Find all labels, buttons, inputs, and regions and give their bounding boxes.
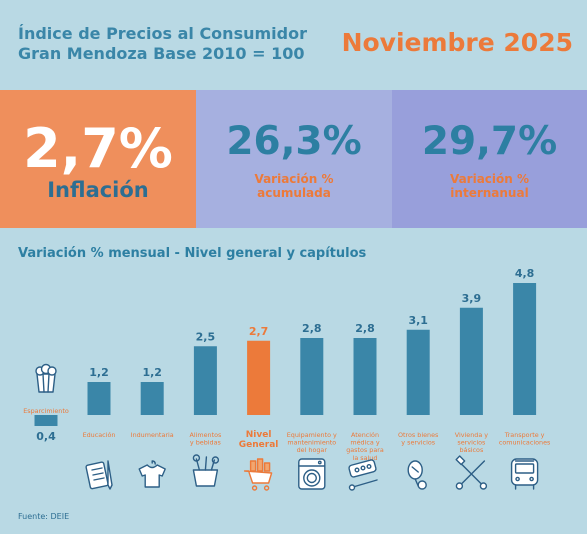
page-title: Índice de Precios al Consumidor Gran Men… bbox=[18, 24, 307, 64]
category-label-line: Nivel bbox=[246, 430, 272, 440]
kpi-inflation-label: Inflación bbox=[47, 178, 149, 202]
bar bbox=[87, 382, 111, 415]
kpi-inflation: 2,7% Inflación bbox=[0, 90, 196, 228]
period-label: Noviembre 2025 bbox=[341, 28, 573, 57]
category-label: Equipamiento y mantenimiento del hogar bbox=[287, 431, 337, 454]
category-label-line: Atención bbox=[351, 431, 379, 439]
bar bbox=[34, 415, 58, 426]
value-label: 4,8 bbox=[515, 267, 535, 280]
kpi-interannual-label-line-2: internanual bbox=[450, 186, 529, 200]
bar bbox=[353, 338, 377, 415]
washing-machine-icon bbox=[298, 458, 326, 490]
bar bbox=[300, 338, 324, 415]
category-label: Nivel General bbox=[239, 430, 279, 450]
title-line-1: Índice de Precios al Consumidor bbox=[18, 24, 307, 43]
popcorn-icon bbox=[35, 363, 57, 393]
category-label-line: comunicaciones bbox=[499, 439, 551, 447]
category-label-line: la salud bbox=[353, 454, 378, 462]
category-label: Educación bbox=[83, 431, 116, 439]
category-label-line: y bebidas bbox=[190, 439, 222, 447]
category-label-line: Esparcimiento bbox=[23, 407, 69, 415]
tshirt-icon bbox=[138, 460, 166, 488]
bar bbox=[406, 329, 430, 415]
category-label-line: médica y bbox=[350, 439, 379, 447]
value-label: 2,7 bbox=[249, 325, 269, 338]
notebook-icon bbox=[85, 460, 113, 490]
category-label: Transporte y comunicaciones bbox=[499, 431, 551, 447]
kpi-interannual-value: 29,7% bbox=[421, 119, 558, 164]
category-label-line: Transporte y bbox=[504, 431, 545, 439]
category-label-line: gastos para bbox=[346, 446, 384, 454]
tools-icon bbox=[455, 455, 488, 490]
bar bbox=[459, 307, 483, 415]
category-label-line: del hogar bbox=[297, 446, 328, 454]
bus-icon bbox=[510, 458, 539, 490]
category-label-line: Indumentaria bbox=[131, 431, 174, 439]
kpi-inflation-value: 2,7% bbox=[23, 117, 173, 180]
bar bbox=[140, 382, 164, 415]
bar bbox=[247, 340, 271, 415]
value-label: 2,8 bbox=[302, 322, 322, 335]
bar bbox=[193, 346, 217, 415]
value-label: 1,2 bbox=[89, 366, 109, 379]
category-label-line: Educación bbox=[83, 431, 116, 439]
bar-chart: 0,4 1,2 1,2 2,5 2,7 2,8 2,8 3,1 3,9 4,8 Esparcimie… bbox=[23, 267, 551, 491]
value-label: 3,9 bbox=[462, 292, 482, 305]
category-label-line: General bbox=[239, 440, 279, 450]
category-label-line: básicos bbox=[459, 446, 484, 454]
kpi-accumulated-label-line-1: Variación % bbox=[254, 172, 334, 186]
kpi-accumulated-value: 26,3% bbox=[226, 119, 362, 164]
category-label: Otros bienes y servicios bbox=[398, 431, 439, 447]
category-label-line: servicios bbox=[457, 439, 486, 447]
title-line-2: Gran Mendoza Base 2010 = 100 bbox=[18, 44, 305, 63]
category-label: Indumentaria bbox=[131, 431, 174, 439]
value-label: 3,1 bbox=[408, 314, 428, 327]
bar bbox=[513, 283, 537, 415]
category-label-line: Vivienda y bbox=[455, 431, 489, 439]
toiletries-icon bbox=[407, 460, 427, 490]
value-label: 1,2 bbox=[142, 366, 162, 379]
category-label: Alimentos y bebidas bbox=[189, 431, 222, 447]
kpi-interannual-label: Variación % internanual bbox=[392, 172, 587, 200]
chart-title: Variación % mensual - Nivel general y ca… bbox=[18, 246, 367, 261]
pills-thermometer-icon bbox=[348, 459, 378, 491]
value-label: 2,5 bbox=[196, 330, 216, 343]
kpi-accumulated-label-line-2: acumulada bbox=[257, 186, 331, 200]
category-label: Atención médica y gastos para la salud bbox=[346, 431, 384, 462]
category-label-line: Equipamiento y bbox=[287, 431, 337, 439]
category-label: Vivienda y servicios básicos bbox=[455, 431, 489, 454]
kpi-accumulated-label: Variación % acumulada bbox=[196, 172, 392, 200]
category-label-line: y servicios bbox=[401, 439, 435, 447]
category-label-line: Alimentos bbox=[189, 431, 222, 439]
kpi-accumulated: 26,3% Variación % acumulada bbox=[196, 90, 392, 228]
category-label: Esparcimiento bbox=[23, 407, 69, 415]
kpi-interannual-label-line-1: Variación % bbox=[449, 172, 530, 186]
value-label: 2,8 bbox=[355, 322, 375, 335]
value-label: 0,4 bbox=[36, 430, 56, 443]
kpi-interannual: 29,7% Variación % internanual bbox=[392, 90, 587, 228]
category-label-line: Otros bienes bbox=[398, 431, 439, 439]
shopping-cart-icon bbox=[243, 458, 273, 491]
category-label-line: mantenimiento bbox=[287, 439, 336, 447]
source-note: Fuente: DEIE bbox=[18, 512, 70, 521]
grocery-bag-icon bbox=[192, 454, 220, 487]
